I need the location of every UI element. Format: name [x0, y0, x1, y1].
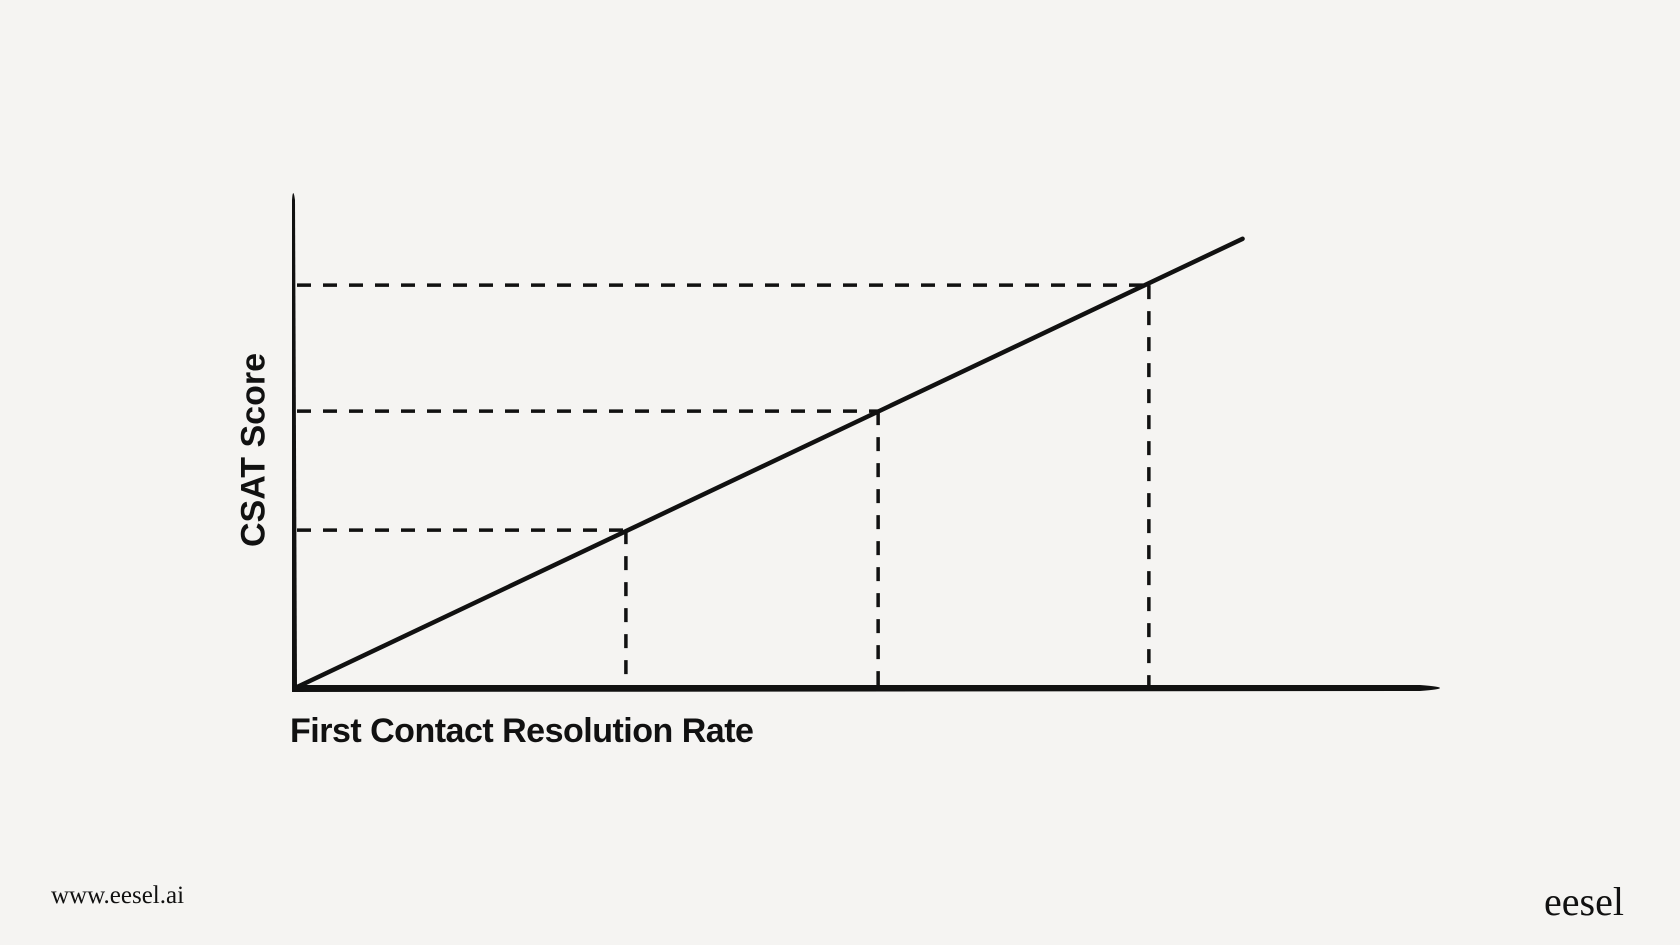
y-axis [292, 193, 297, 688]
x-axis-label: First Contact Resolution Rate [290, 712, 754, 750]
eesel-logo: eesel [1544, 879, 1624, 924]
x-axis [292, 685, 1440, 692]
website-url: www.eesel.ai [51, 882, 185, 909]
series-line-1 [292, 236, 1245, 691]
y-axis-label: CSAT Score [234, 353, 273, 547]
